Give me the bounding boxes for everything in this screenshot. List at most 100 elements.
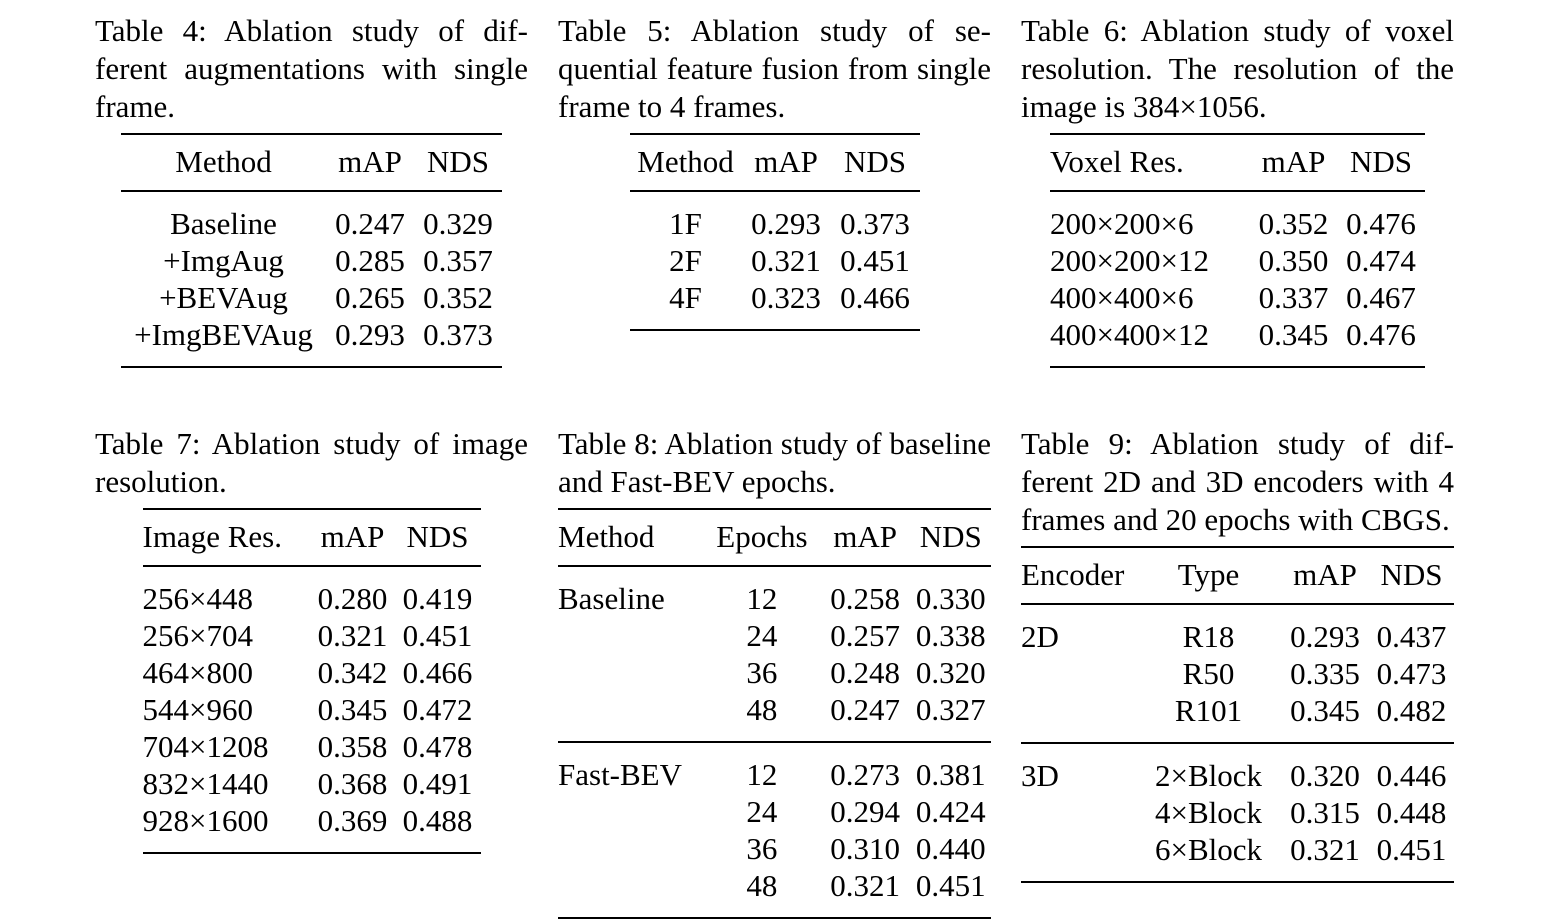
table-cell: 0.321 bbox=[317, 618, 388, 653]
table6-header-row: Voxel Res. mAP NDS bbox=[1050, 134, 1425, 192]
table-cell: 0.345 bbox=[1258, 317, 1329, 352]
table-cell: 0.335 bbox=[1290, 656, 1360, 691]
table-cell: 12 bbox=[746, 757, 778, 792]
table-cell: 0.467 bbox=[1346, 280, 1416, 315]
table9-group-3d: 3D 2×Block 0.320 0.446 4×Block 0.315 0.4… bbox=[1021, 743, 1454, 882]
table-cell: 0.315 bbox=[1290, 795, 1360, 830]
table-cell: 0.369 bbox=[317, 803, 388, 838]
table-cell: 0.440 bbox=[915, 831, 986, 866]
table-cell: 0.448 bbox=[1376, 795, 1447, 830]
column-header-map: mAP bbox=[819, 509, 911, 567]
table-cell: 4×Block bbox=[1154, 795, 1263, 830]
table-cell: 36 bbox=[746, 831, 778, 866]
table-cell: 0.342 bbox=[317, 655, 388, 690]
table-row: 36 0.310 0.440 bbox=[558, 830, 991, 867]
encoder-cell: 3D bbox=[1021, 758, 1059, 793]
table-row: 2F 0.321 0.451 bbox=[630, 242, 920, 279]
table-row: +ImgAug 0.285 0.357 bbox=[121, 242, 502, 279]
table-cell: 0.257 bbox=[830, 618, 900, 653]
table-cell: 0.476 bbox=[1346, 206, 1416, 241]
column-header-nds: NDS bbox=[414, 134, 502, 192]
table-cell: 256×704 bbox=[142, 618, 253, 653]
table7: Image Res. mAP NDS 256×448 0.280 0.419 2… bbox=[142, 508, 481, 854]
table-cell: 400×400×12 bbox=[1050, 317, 1209, 352]
table-cell: 0.368 bbox=[317, 766, 388, 801]
table-row: 928×1600 0.369 0.488 bbox=[143, 802, 481, 853]
table-cell: R18 bbox=[1182, 619, 1235, 654]
encoder-cell: 2D bbox=[1021, 619, 1059, 654]
table-cell: 200×200×12 bbox=[1050, 243, 1209, 278]
table8-float: Table 8: Ablation study of base­line and… bbox=[558, 425, 991, 919]
table-cell: 48 bbox=[746, 868, 778, 903]
table-row: 3D 2×Block 0.320 0.446 bbox=[1021, 743, 1454, 794]
table-cell: 0.419 bbox=[402, 581, 473, 616]
column-header-voxel-res: Voxel Res. bbox=[1050, 134, 1250, 192]
table-row: 200×200×6 0.352 0.476 bbox=[1050, 191, 1425, 242]
table-cell: 0.437 bbox=[1376, 619, 1447, 654]
table-cell: 4F bbox=[669, 280, 702, 315]
column-header-map: mAP bbox=[1250, 134, 1337, 192]
table-cell: 832×1440 bbox=[142, 766, 269, 801]
table5-caption: Table 5: Ablation study of se­quential f… bbox=[558, 13, 991, 124]
table-cell: 12 bbox=[746, 581, 778, 616]
table-row: 48 0.247 0.327 bbox=[558, 691, 991, 742]
table-cell: R101 bbox=[1174, 693, 1243, 728]
table-cell: 0.350 bbox=[1258, 243, 1329, 278]
table-row: R101 0.345 0.482 bbox=[1021, 692, 1454, 743]
table-row: R50 0.335 0.473 bbox=[1021, 655, 1454, 692]
table-cell: 36 bbox=[746, 655, 778, 690]
table-cell: 0.478 bbox=[402, 729, 473, 764]
table-cell: 0.345 bbox=[317, 692, 388, 727]
table-cell: 0.451 bbox=[1376, 832, 1447, 867]
method-cell: Baseline bbox=[558, 581, 665, 616]
table-cell: 0.329 bbox=[423, 206, 493, 241]
table-cell: 0.330 bbox=[915, 581, 986, 616]
table-row: 400×400×12 0.345 0.476 bbox=[1050, 316, 1425, 367]
table-cell: 0.476 bbox=[1346, 317, 1416, 352]
table-cell: 0.337 bbox=[1258, 280, 1329, 315]
table8-group-fastbev: Fast-BEV 12 0.273 0.381 24 0.294 0.424 3… bbox=[558, 742, 991, 918]
table-cell: 0.345 bbox=[1290, 693, 1360, 728]
table-cell: +ImgAug bbox=[163, 243, 284, 278]
table-cell: 200×200×6 bbox=[1050, 206, 1194, 241]
table-row: 36 0.248 0.320 bbox=[558, 654, 991, 691]
column-header-epochs: Epochs bbox=[704, 509, 820, 567]
table-cell: 0.482 bbox=[1376, 693, 1447, 728]
table-row: 4F 0.323 0.466 bbox=[630, 279, 920, 330]
table-cell: 0.265 bbox=[335, 280, 405, 315]
table-cell: 0.472 bbox=[402, 692, 473, 727]
table-cell: 2F bbox=[669, 243, 702, 278]
table-cell: 0.488 bbox=[402, 803, 473, 838]
table-cell: 544×960 bbox=[142, 692, 253, 727]
table7-header-row: Image Res. mAP NDS bbox=[142, 509, 481, 567]
table-cell: 0.320 bbox=[1290, 758, 1360, 793]
table-cell: 0.373 bbox=[423, 317, 493, 352]
table-cell: 0.373 bbox=[840, 206, 910, 241]
table6-caption: Table 6: Ablation study of voxel resolut… bbox=[1021, 13, 1454, 124]
table-cell: 0.338 bbox=[915, 618, 986, 653]
table-row: 256×448 0.280 0.419 bbox=[143, 566, 481, 617]
column-header-method: Method bbox=[629, 134, 742, 192]
table-row: 6×Block 0.321 0.451 bbox=[1021, 831, 1454, 882]
table-cell: 704×1208 bbox=[142, 729, 269, 764]
table-cell: 24 bbox=[746, 618, 778, 653]
column-header-method: Method bbox=[121, 134, 326, 192]
table-cell: 0.381 bbox=[915, 757, 986, 792]
table-cell: 0.473 bbox=[1376, 656, 1447, 691]
table-cell: Baseline bbox=[170, 206, 277, 241]
table6: Voxel Res. mAP NDS 200×200×6 0.352 0.476… bbox=[1050, 133, 1425, 368]
table-cell: 0.293 bbox=[1290, 619, 1360, 654]
table-cell: 0.293 bbox=[335, 317, 405, 352]
table-row: 544×960 0.345 0.472 bbox=[143, 691, 481, 728]
table-cell: 24 bbox=[746, 794, 778, 829]
table-cell: 2×Block bbox=[1154, 758, 1263, 793]
table-cell: 0.248 bbox=[830, 655, 900, 690]
column-header-nds: NDS bbox=[910, 509, 991, 567]
table4-caption: Table 4: Ablation study of dif­ferent au… bbox=[95, 13, 528, 124]
table-cell: 0.451 bbox=[840, 243, 910, 278]
table-cell: 0.491 bbox=[402, 766, 473, 801]
table-cell: 0.424 bbox=[915, 794, 986, 829]
column-header-map: mAP bbox=[1281, 547, 1369, 605]
table-cell: 0.451 bbox=[402, 618, 473, 653]
table-cell: 1F bbox=[669, 206, 702, 241]
